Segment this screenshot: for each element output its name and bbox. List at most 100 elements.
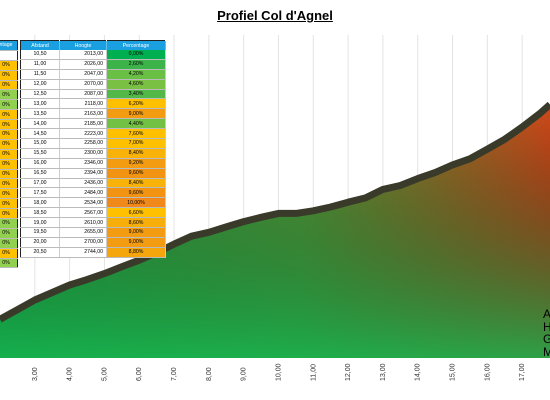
left-table-cell: 0% xyxy=(0,218,18,229)
hoogte-cell: 2118,00 xyxy=(59,98,107,110)
table-row: 13,00 2118,00 6,20% xyxy=(20,98,166,110)
table-row: 11,50 2047,00 4,20% xyxy=(20,69,166,80)
table-row: 10,50 2013,00 0,00% xyxy=(20,50,166,60)
left-table-cell: 0% xyxy=(0,119,18,131)
afstand-cell: 17,00 xyxy=(20,178,60,189)
afstand-cell: 14,50 xyxy=(20,128,60,140)
hoogte-cell: 2744,00 xyxy=(59,247,107,258)
percentage-cell: 9,60% xyxy=(106,168,166,179)
header-percentage: Percentage xyxy=(106,40,166,50)
table-row: 15,00 2258,00 7,00% xyxy=(20,138,166,149)
percentage-cell: 4,60% xyxy=(106,79,166,90)
left-table-cell xyxy=(0,50,18,61)
table-row: 20,50 2744,00 8,80% xyxy=(20,247,166,258)
table-row: 13,50 2163,00 9,00% xyxy=(20,108,166,120)
x-tick-label: 15,00 xyxy=(450,363,457,381)
chart-title: Profiel Col d'Agnel xyxy=(217,8,333,23)
x-tick-label: 10,00 xyxy=(275,363,282,381)
hoogte-cell: 2436,00 xyxy=(59,178,107,189)
x-tick-label: 13,00 xyxy=(380,363,387,381)
left-table-cell: 0% xyxy=(0,208,18,220)
hoogte-cell: 2026,00 xyxy=(59,59,107,70)
hoogte-cell: 2484,00 xyxy=(59,187,107,199)
percentage-cell: 4,20% xyxy=(106,69,166,80)
percentage-cell: 6,60% xyxy=(106,207,166,219)
hoogte-cell: 2655,00 xyxy=(59,227,107,238)
x-tick-label: 8,00 xyxy=(206,367,213,381)
x-tick-label: 17,00 xyxy=(519,363,526,381)
left-table-cell: 0% xyxy=(0,89,18,101)
table-row: 17,50 2484,00 9,60% xyxy=(20,187,166,199)
afstand-cell: 19,00 xyxy=(20,217,60,229)
table-row: 15,50 2300,00 8,40% xyxy=(20,148,166,159)
hoogte-cell: 2258,00 xyxy=(59,138,107,149)
table-row: 16,50 2394,00 9,60% xyxy=(20,168,166,179)
hoogte-cell: 2567,00 xyxy=(59,207,107,219)
x-tick-label: 16,00 xyxy=(484,363,491,381)
left-table-cell: 0% xyxy=(0,149,18,160)
percentage-cell: 9,00% xyxy=(106,108,166,120)
percentage-cell: 7,00% xyxy=(106,138,166,149)
afstand-cell: 20,50 xyxy=(20,247,60,258)
left-table-cell: 0% xyxy=(0,109,18,121)
x-tick-label: 14,00 xyxy=(415,363,422,381)
left-table-header: ntage xyxy=(0,40,18,51)
header-afstand: Afstand xyxy=(20,40,60,50)
table-row: 14,00 2185,00 4,40% xyxy=(20,118,166,130)
afstand-cell: 12,00 xyxy=(20,79,60,90)
table-row: 12,50 2087,00 3,40% xyxy=(20,89,166,100)
profile-line xyxy=(0,101,550,323)
percentage-cell: 8,40% xyxy=(106,178,166,189)
left-table-cell: 0% xyxy=(0,129,18,140)
hoogte-cell: 2300,00 xyxy=(59,148,107,159)
header-hoogte: Hoogte xyxy=(59,40,107,50)
left-table-cell: 0% xyxy=(0,60,18,71)
percentage-cell: 9,20% xyxy=(106,158,166,169)
percentage-cell: 3,40% xyxy=(106,89,166,100)
side-label: G xyxy=(543,332,550,346)
table-row: 12,00 2070,00 4,60% xyxy=(20,79,166,90)
afstand-cell: 14,00 xyxy=(20,118,60,130)
percentage-cell: 9,00% xyxy=(106,227,166,238)
left-partial-table: ntage 0% 0% 0% 0% 0% 0% 0% 0% 0% 0% 0% 0% 0% 0% 0% 0% 0%… xyxy=(0,40,18,269)
table-row: 18,00 2534,00 10,00% xyxy=(20,197,166,209)
left-table-cell: 0% xyxy=(0,188,18,200)
hoogte-cell: 2700,00 xyxy=(59,237,107,248)
left-table-cell: 0% xyxy=(0,169,18,180)
percentage-cell: 8,40% xyxy=(106,148,166,159)
afstand-cell: 17,50 xyxy=(20,187,60,199)
afstand-cell: 19,50 xyxy=(20,227,60,238)
table-row: 14,50 2223,00 7,60% xyxy=(20,128,166,140)
percentage-cell: 6,20% xyxy=(106,98,166,110)
hoogte-cell: 2346,00 xyxy=(59,158,107,169)
profile-area-shade xyxy=(0,104,550,358)
table-row: 19,00 2610,00 8,60% xyxy=(20,217,166,229)
table-row: 20,00 2700,00 9,00% xyxy=(20,237,166,248)
left-table-cell: 0% xyxy=(0,228,18,239)
hoogte-cell: 2394,00 xyxy=(59,168,107,179)
afstand-cell: 20,00 xyxy=(20,237,60,248)
afstand-cell: 11,50 xyxy=(20,69,60,80)
x-tick-label: 3,00 xyxy=(32,367,39,381)
x-tick-label: 12,00 xyxy=(345,363,352,381)
afstand-cell: 15,50 xyxy=(20,148,60,159)
percentage-cell: 4,40% xyxy=(106,118,166,130)
percentage-cell: 2,60% xyxy=(106,59,166,70)
left-table-cell: 0% xyxy=(0,159,18,170)
percentage-cell: 10,00% xyxy=(106,197,166,209)
left-table-cell: 0% xyxy=(0,258,18,269)
left-table-cell: 0% xyxy=(0,139,18,150)
afstand-cell: 13,00 xyxy=(20,98,60,110)
afstand-cell: 16,50 xyxy=(20,168,60,179)
left-table-cell: 0% xyxy=(0,238,18,249)
side-label: H xyxy=(543,319,550,334)
hoogte-cell: 2070,00 xyxy=(59,79,107,90)
percentage-cell: 8,60% xyxy=(106,217,166,229)
afstand-cell: 12,50 xyxy=(20,89,60,100)
x-tick-label: 4,00 xyxy=(67,367,74,381)
left-table-cell: 0% xyxy=(0,80,18,91)
side-label: M xyxy=(543,344,550,359)
x-tick-label: 11,00 xyxy=(310,364,317,381)
afstand-cell: 11,00 xyxy=(20,59,60,70)
